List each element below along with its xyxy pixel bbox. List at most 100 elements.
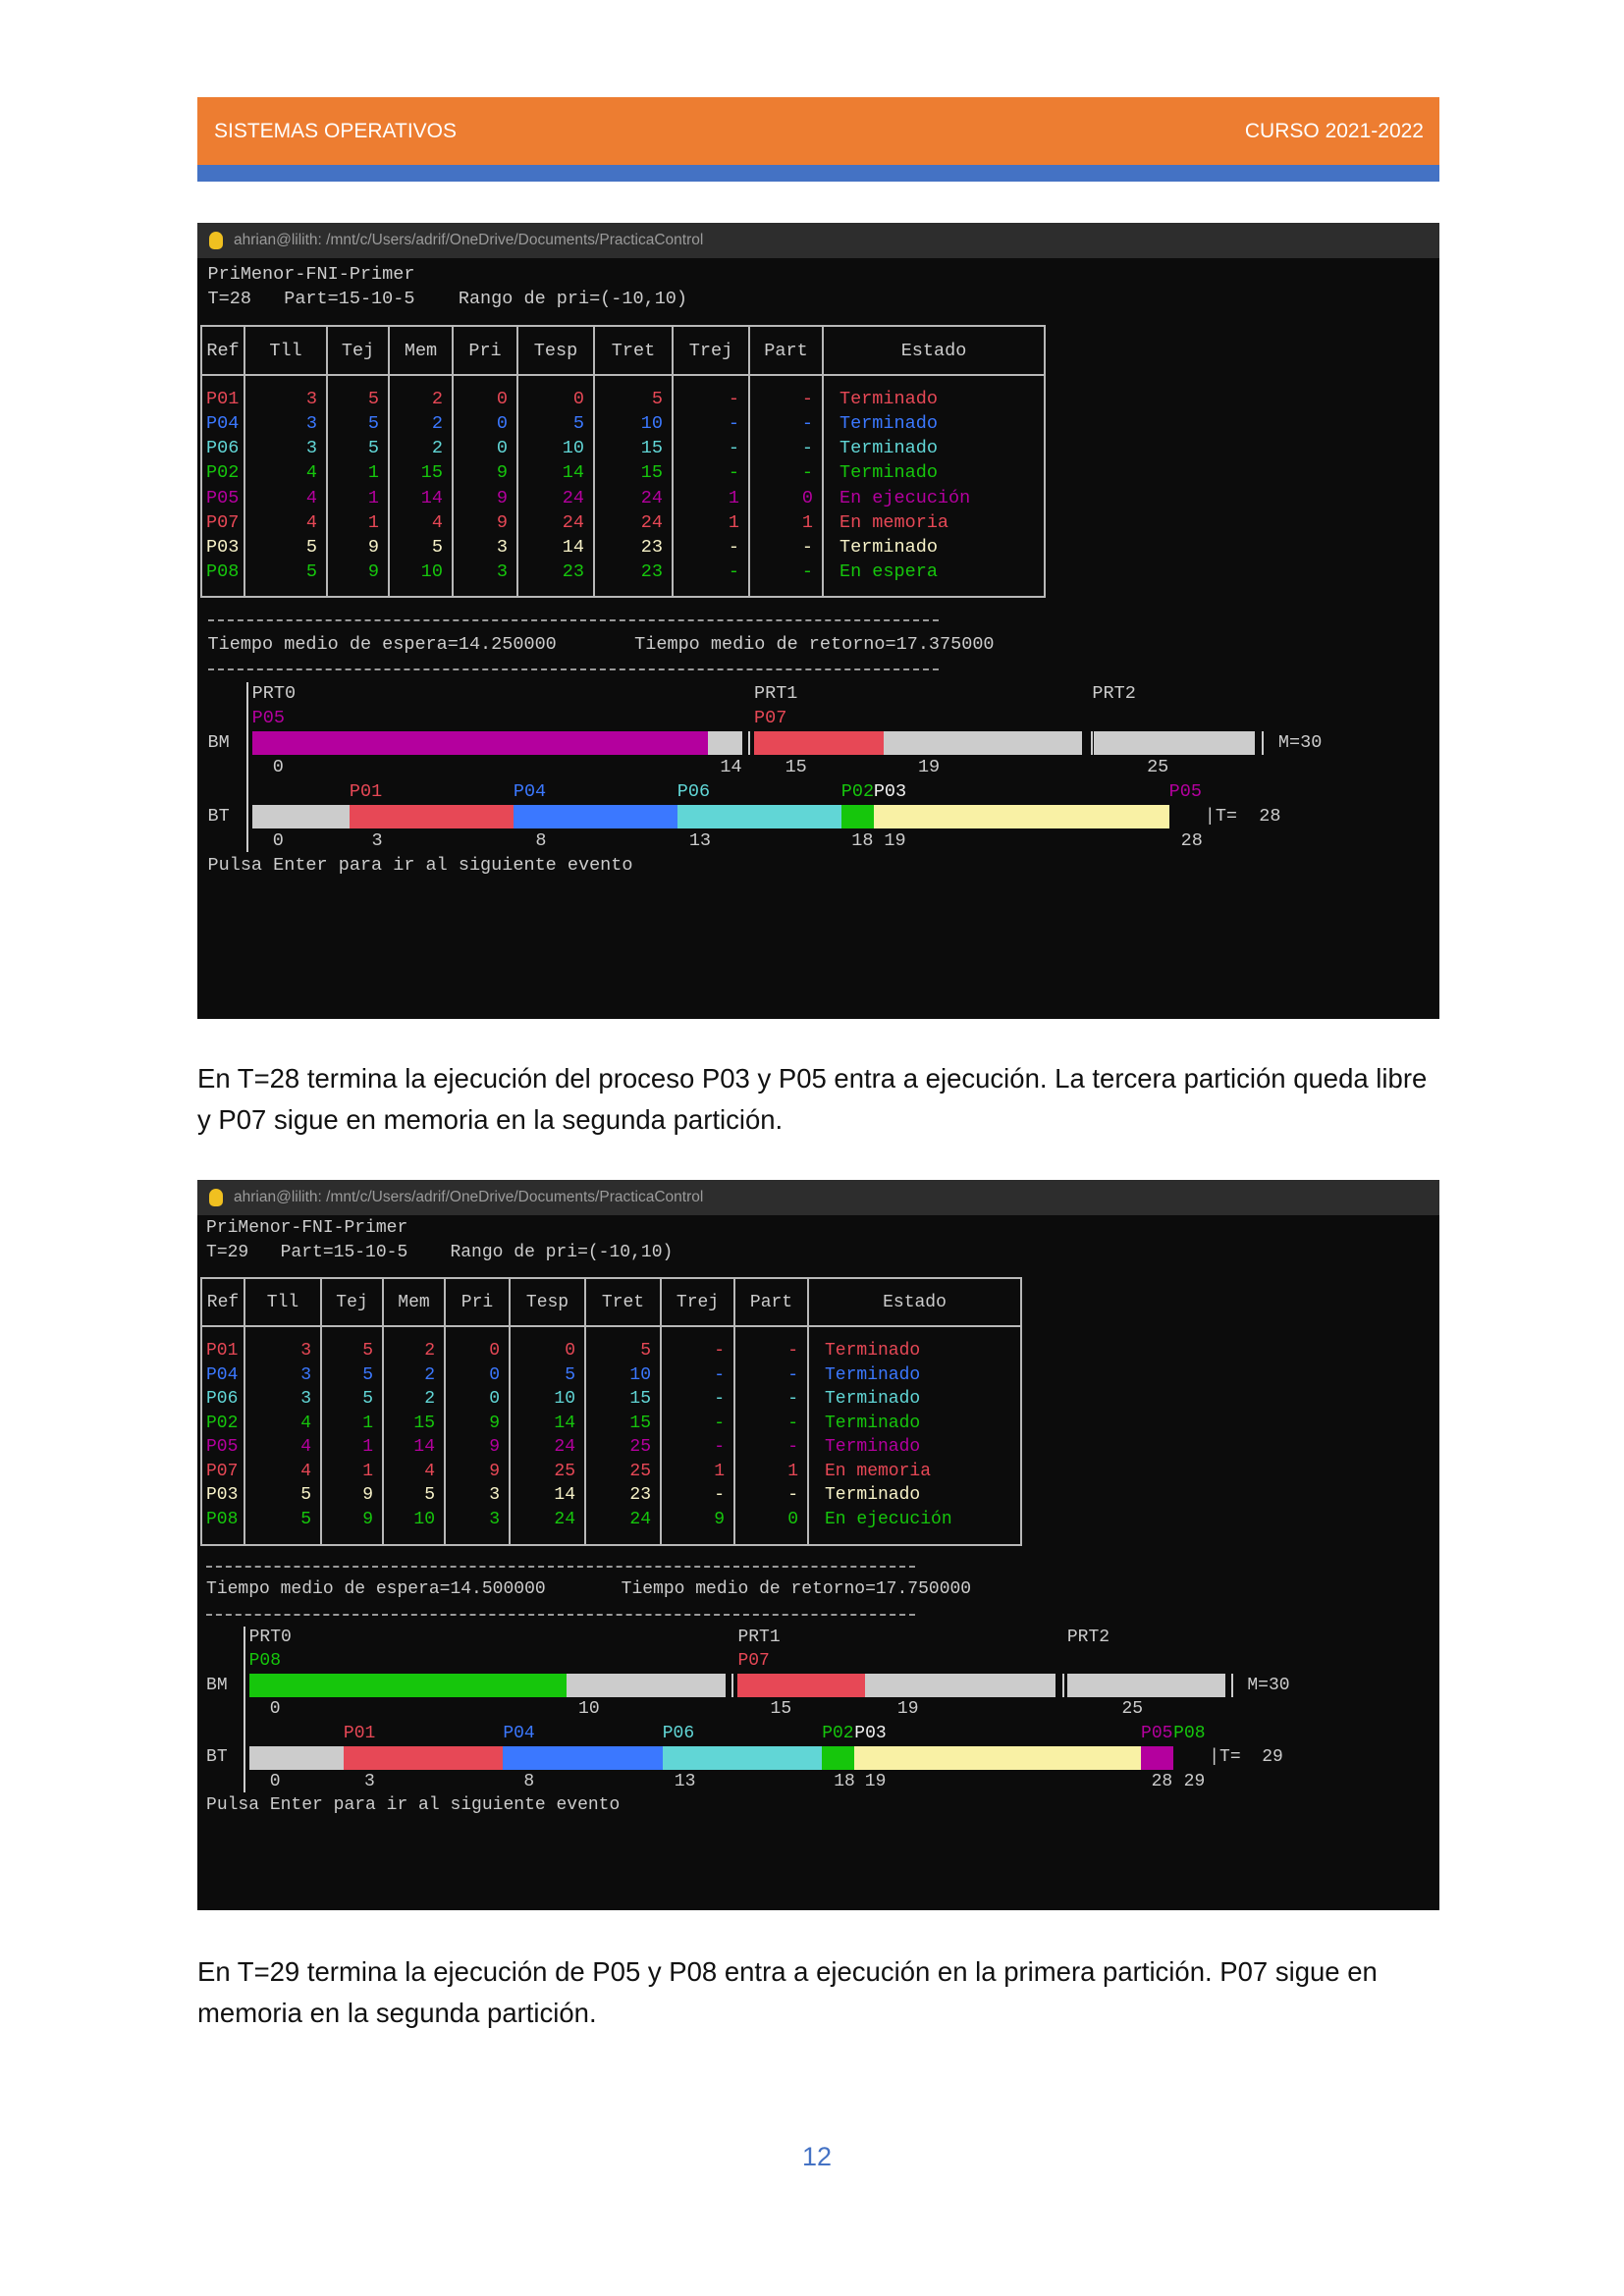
spacer [388, 583, 453, 597]
average-wait: Tiempo medio de espera=14.250000 [207, 633, 557, 655]
process-ref: P07 [200, 1459, 244, 1483]
spacer [452, 375, 517, 388]
process-value: 5 [244, 559, 327, 584]
process-ref: P02 [200, 460, 244, 486]
memory-tick: 19 [896, 1699, 919, 1720]
process-value: 5 [326, 387, 389, 412]
process-row: P08 5 9 10 3 24 24 9 0 En ejecución [200, 1507, 1021, 1531]
spacer [320, 1531, 383, 1545]
process-ref: P08 [200, 559, 244, 584]
process-value: 14 [516, 460, 594, 486]
process-value: 5 [382, 1483, 445, 1508]
spacer [452, 583, 517, 597]
process-state: Terminado [822, 436, 1045, 461]
process-row: P05 4 1 14 9 24 24 1 0 En ejecución [200, 485, 1045, 510]
process-value: 23 [593, 534, 673, 560]
algorithm: PriMenor-FNI-Primer [207, 264, 415, 286]
process-row: P04 3 5 2 0 5 10- - Terminado [200, 411, 1045, 437]
spacer [593, 583, 673, 597]
memory-tick: 15 [770, 1699, 792, 1720]
process-value: - [733, 1362, 808, 1387]
process-value: 5 [326, 436, 389, 461]
process-value: 9 [326, 534, 389, 560]
process-value: 5 [244, 1483, 321, 1508]
process-value: 0 [452, 387, 517, 412]
gutter-line [243, 1627, 245, 1793]
process-value: 9 [452, 460, 517, 486]
spacer [326, 583, 389, 597]
process-value: 1 [320, 1411, 383, 1435]
column-header: Tll [244, 1278, 321, 1327]
spacer [444, 1326, 510, 1339]
partition-label: PRT2 [1092, 682, 1136, 704]
time-tick: 13 [674, 1771, 696, 1791]
prompt: Pulsa Enter para ir al siguiente evento [207, 855, 633, 877]
column-header: Part [748, 326, 823, 377]
process-value: 25 [584, 1459, 661, 1483]
spacer [388, 375, 453, 388]
process-row: P03 5 9 5 3 14 23- - Terminado [200, 534, 1045, 560]
memory-tick: 0 [272, 757, 284, 778]
window-title: ahrian@lilith: /mnt/c/Users/adrif/OneDri… [234, 232, 704, 248]
process-value: 9 [452, 485, 517, 510]
page-number: 12 [801, 2142, 833, 2171]
partition-separator [1062, 1674, 1065, 1698]
time-segment [854, 1745, 1142, 1770]
title-bar: ahrian@lilith: /mnt/c/Users/adrif/OneDri… [197, 1180, 1439, 1215]
process-value: - [733, 1387, 808, 1412]
header-row: Ref Tll Tej Mem Pri Tesp Tret Trej Part Estado [200, 1278, 1021, 1327]
spacer [748, 583, 823, 597]
memory-segment [708, 730, 742, 755]
memory-segment [884, 730, 1082, 755]
process-value: 14 [388, 485, 453, 510]
process-value: 10 [584, 1362, 661, 1387]
memory-label: BM [206, 1675, 228, 1695]
time-tick: 0 [272, 830, 284, 852]
memory-tick: 0 [269, 1699, 281, 1720]
process-value: 24 [593, 509, 673, 535]
gutter-line [245, 682, 248, 852]
process-value: - [660, 1435, 734, 1460]
column-header: Pri [444, 1278, 510, 1327]
process-ref: P06 [200, 436, 244, 461]
memory-process: P08 [248, 1651, 282, 1672]
process-value: 24 [509, 1435, 585, 1460]
process-value: 9 [326, 559, 389, 584]
process-value: - [672, 559, 749, 584]
process-value: - [660, 1483, 734, 1508]
process-state: Terminado [822, 387, 1045, 412]
process-value: 4 [244, 509, 327, 535]
process-value: 4 [382, 1459, 445, 1483]
process-value: 24 [516, 509, 594, 535]
process-value: 9 [444, 1459, 510, 1483]
process-value: 1 [320, 1435, 383, 1460]
spacer [584, 1326, 661, 1339]
column-header: Mem [388, 326, 453, 377]
spacer [382, 1326, 445, 1339]
column-header: Tesp [516, 326, 594, 377]
process-value: 0 [748, 485, 823, 510]
dashed-line [207, 619, 939, 621]
status-line: T=28 Part=15-10-5 Rango de pri=(-10,10) [207, 289, 687, 310]
process-value: 10 [382, 1507, 445, 1531]
time-segment [248, 1745, 344, 1770]
process-value: - [672, 534, 749, 560]
spacer [516, 375, 594, 388]
process-value: 14 [516, 534, 594, 560]
time-tick: 18 [851, 830, 874, 852]
spacer [672, 583, 749, 597]
process-value: 10 [516, 436, 594, 461]
average-return: Tiempo medio de retorno=17.750000 [621, 1578, 972, 1599]
process-value: 10 [509, 1387, 585, 1412]
time-segment [251, 804, 350, 828]
process-value: 14 [509, 1411, 585, 1435]
time-tick: 0 [269, 1771, 281, 1791]
column-header: Tret [584, 1278, 661, 1327]
spacer [660, 1531, 734, 1545]
process-value: - [660, 1339, 734, 1363]
dashed-line [207, 668, 939, 671]
process-ref: P03 [200, 1483, 244, 1508]
spacer-row [200, 375, 1045, 388]
process-value: 9 [320, 1507, 383, 1531]
process-value: - [748, 436, 823, 461]
